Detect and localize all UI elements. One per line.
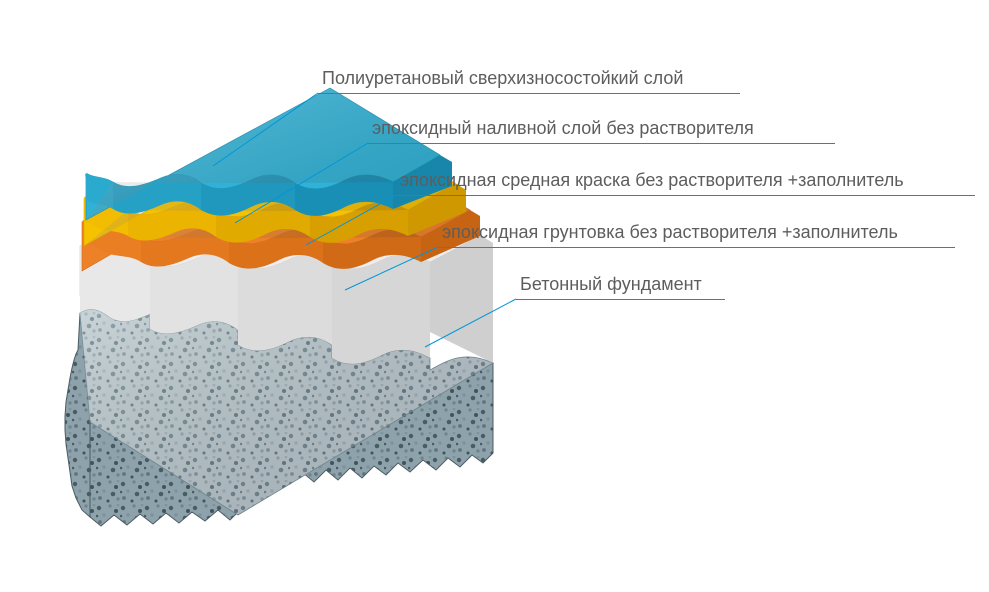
underline-layer-3 (396, 195, 975, 196)
underline-layer-1 (318, 93, 740, 94)
label-layer-1: Полиуретановый сверхизносостойкий слой (322, 68, 683, 89)
layer-1-polyurethane (86, 88, 452, 220)
label-layer-4: эпоксидная грунтовка без растворителя +з… (442, 222, 898, 243)
label-layer-5: Бетонный фундамент (520, 274, 702, 295)
underline-layer-4 (438, 247, 955, 248)
label-layer-2: эпоксидный наливной слой без растворител… (372, 118, 754, 139)
label-layer-3: эпоксидная средная краска без растворите… (400, 170, 904, 191)
underline-layer-2 (368, 143, 835, 144)
underline-layer-5 (516, 299, 725, 300)
